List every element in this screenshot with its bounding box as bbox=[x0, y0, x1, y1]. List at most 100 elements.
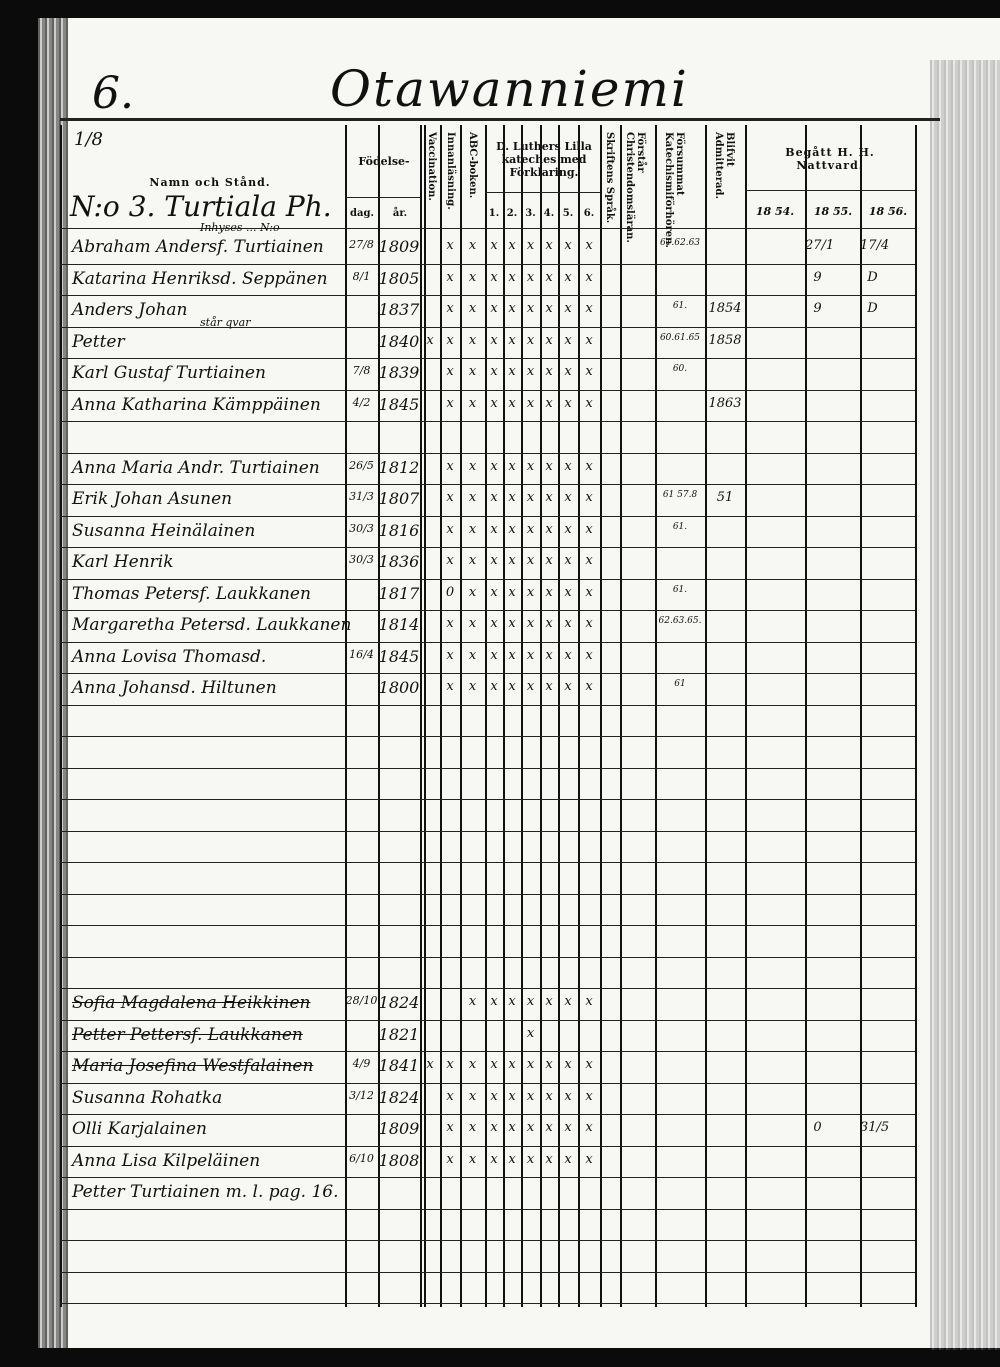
row-rule bbox=[60, 1082, 915, 1084]
birth-year: 1807 bbox=[378, 489, 420, 508]
catechism-mark: 0 bbox=[445, 584, 455, 600]
catechism-mark: x bbox=[490, 616, 498, 631]
admitted-year: 1854 bbox=[708, 301, 742, 316]
row-rule bbox=[60, 326, 915, 328]
catechism-mark: x bbox=[585, 395, 593, 411]
catechism-mark: x bbox=[468, 458, 477, 474]
catechism-mark: x bbox=[468, 1120, 477, 1135]
person-name: Anna Maria Andr. Turtiainen bbox=[72, 457, 320, 478]
header-admitted: Blifvit Admitterad. bbox=[713, 132, 735, 199]
catechism-mark: x bbox=[508, 994, 516, 1009]
catechism-mark: x bbox=[490, 647, 498, 663]
catechism-mark: x bbox=[564, 301, 572, 316]
birth-year: 1817 bbox=[378, 583, 420, 603]
person-name: Erik Johan Asunen bbox=[72, 489, 233, 509]
catechism-mark: x bbox=[526, 1057, 535, 1072]
column-rule bbox=[600, 125, 602, 1307]
birth-year: 1809 bbox=[378, 1119, 420, 1138]
missed-hearings: 61. bbox=[672, 301, 688, 311]
catechism-mark: x bbox=[446, 616, 454, 631]
page-number: 6. bbox=[92, 68, 134, 119]
household-heading: N:o 3. Turtiala Ph. bbox=[70, 190, 332, 223]
row-rule bbox=[60, 736, 915, 738]
missed-hearings: 61.62.63 bbox=[659, 238, 701, 248]
catechism-mark: x bbox=[468, 616, 477, 631]
catechism-mark: x bbox=[446, 1151, 454, 1167]
communion-1855: 9 bbox=[813, 301, 822, 316]
header-catechism-part: 2. bbox=[506, 208, 518, 219]
catechism-mark: x bbox=[508, 647, 516, 663]
catechism-mark: x bbox=[508, 616, 516, 631]
person-name: Anna Lovisa Thomasd. bbox=[72, 646, 267, 667]
catechism-mark: x bbox=[526, 647, 535, 663]
catechism-mark: x bbox=[585, 490, 593, 505]
header-abc: ABC-boken. bbox=[467, 132, 478, 199]
catechism-mark: x bbox=[490, 269, 498, 285]
catechism-mark: x bbox=[446, 521, 454, 537]
row-rule bbox=[60, 295, 915, 297]
catechism-mark: x bbox=[490, 395, 498, 411]
catechism-mark: x bbox=[564, 1088, 572, 1104]
column-rule bbox=[440, 125, 442, 1307]
admitted-year: 1858 bbox=[708, 332, 742, 348]
catechism-mark: x bbox=[545, 553, 553, 568]
catechism-mark: x bbox=[585, 1151, 593, 1167]
column-rule bbox=[420, 125, 422, 1307]
catechism-mark: x bbox=[545, 679, 553, 694]
birth-day: 30/3 bbox=[349, 521, 374, 535]
catechism-mark: x bbox=[508, 553, 516, 568]
catechism-mark: x bbox=[545, 490, 553, 505]
birth-day: 7/8 bbox=[352, 364, 371, 377]
communion-1856: 31/5 bbox=[860, 1120, 890, 1135]
person-name: Abraham Andersf. Turtiainen bbox=[72, 237, 324, 257]
catechism-mark: x bbox=[490, 301, 498, 316]
catechism-mark: x bbox=[585, 458, 593, 474]
catechism-mark: x bbox=[585, 647, 593, 663]
catechism-mark: x bbox=[508, 364, 516, 379]
header-communion: Begått H. H. Nattvard. bbox=[785, 146, 875, 172]
catechism-mark: x bbox=[490, 490, 498, 505]
catechism-mark: x bbox=[490, 994, 498, 1009]
catechism-mark: x bbox=[545, 238, 553, 253]
header-catechism: D. Luthers Lilla kateches med Förklaring… bbox=[496, 140, 592, 179]
birth-year: 1824 bbox=[378, 993, 420, 1012]
missed-hearings: 60.61.65 bbox=[659, 332, 701, 343]
catechism-mark: x bbox=[468, 584, 477, 600]
birth-day: 3/12 bbox=[349, 1088, 374, 1102]
column-rule bbox=[503, 125, 505, 1307]
catechism-mark: x bbox=[490, 364, 498, 379]
catechism-mark: x bbox=[526, 269, 535, 285]
birth-day: 4/2 bbox=[352, 395, 371, 409]
missed-hearings: 61. bbox=[672, 521, 688, 532]
header-catechism-part: 1. bbox=[488, 208, 500, 219]
catechism-mark: x bbox=[490, 1057, 498, 1072]
catechism-mark: x bbox=[585, 364, 593, 379]
page-title: Otawanniemi bbox=[330, 60, 689, 118]
catechism-mark: x bbox=[564, 553, 572, 568]
catechism-mark: x bbox=[446, 553, 454, 568]
birth-year: 1800 bbox=[378, 678, 420, 697]
header-year: år. bbox=[392, 208, 408, 219]
catechism-mark: x bbox=[585, 616, 593, 631]
catechism-mark: x bbox=[545, 395, 553, 411]
row-rule bbox=[60, 799, 915, 801]
catechism-mark: x bbox=[468, 490, 477, 505]
header-missed: Försummat Katechismiförhören. bbox=[663, 132, 685, 248]
column-rule bbox=[378, 125, 380, 1307]
communion-1855: 0 bbox=[813, 1120, 822, 1135]
column-rule bbox=[705, 125, 707, 1307]
catechism-mark: x bbox=[508, 332, 516, 348]
catechism-mark: x bbox=[446, 1057, 454, 1072]
row-rule bbox=[60, 925, 915, 927]
catechism-mark: x bbox=[564, 994, 572, 1009]
person-name: Anders Johan bbox=[72, 300, 188, 320]
row-rule bbox=[60, 547, 915, 549]
catechism-mark: x bbox=[545, 1088, 553, 1104]
birth-year: 1814 bbox=[378, 615, 420, 634]
row-rule bbox=[60, 704, 915, 706]
person-name: Petter bbox=[72, 331, 125, 352]
birth-day: 26/5 bbox=[349, 458, 374, 472]
header-catechism-part: 6. bbox=[583, 208, 595, 219]
catechism-mark: x bbox=[490, 1088, 498, 1104]
catechism-mark: x bbox=[508, 521, 516, 537]
